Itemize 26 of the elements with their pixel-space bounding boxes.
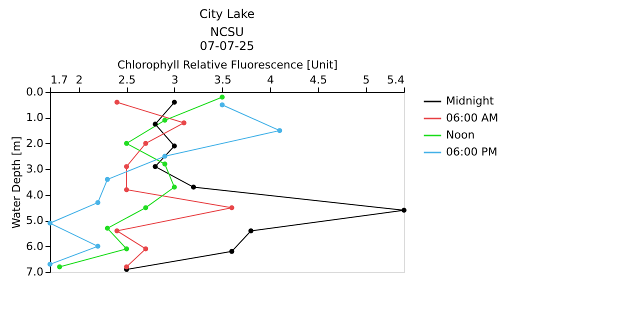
x-axis-title: Chlorophyll Relative Fluorescence [Unit]: [117, 58, 338, 72]
legend-label: 06:00 PM: [446, 146, 498, 158]
y-tick-label: 4.0: [26, 188, 44, 202]
x-tick-label: 4: [267, 74, 274, 86]
x-tick-label: 2.5: [118, 74, 136, 86]
text: 07-07-25: [200, 39, 254, 53]
x-tick-label: 2: [76, 74, 83, 86]
y-tick-label: 5.0: [26, 214, 44, 228]
x-tick-label: 3: [171, 74, 178, 86]
legend-label: 06:00 AM: [446, 112, 498, 124]
y-axis-title: Water Depth [m]: [10, 136, 24, 229]
x-tick-label: 3.5: [214, 74, 232, 86]
y-tick-label: 3.0: [26, 162, 44, 176]
y-tick-label: 6.0: [26, 240, 44, 253]
chart-title: City Lake: [199, 7, 255, 21]
y-tick-label: 2.0: [26, 136, 44, 150]
y-tick-label: 1.0: [26, 111, 44, 124]
y-tick-label: 0.0: [26, 86, 44, 98]
x-tick-label: 1.7: [50, 74, 68, 86]
y-tick-label: 7.0: [26, 266, 44, 278]
chart-subtitle: NCSU: [210, 25, 244, 39]
legend-label: Midnight: [446, 94, 495, 108]
x-tick-label: 4.5: [310, 74, 328, 86]
x-tick-label: 5.4: [387, 74, 404, 86]
x-tick-label: 5: [362, 74, 370, 86]
legend-label: Noon: [446, 128, 475, 142]
